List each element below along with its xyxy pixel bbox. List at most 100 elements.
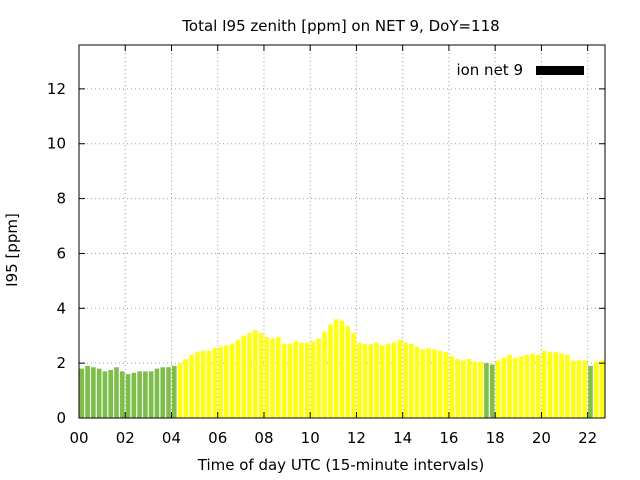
chart-title: Total I95 zenith [ppm] on NET 9, DoY=118 — [182, 17, 500, 35]
bar — [374, 342, 379, 418]
x-tick-label: 04 — [162, 429, 181, 447]
x-tick-label: 14 — [393, 429, 412, 447]
y-tick-label: 0 — [56, 409, 66, 427]
bar — [576, 360, 582, 418]
bar — [293, 341, 298, 418]
bar — [426, 348, 431, 418]
bar — [501, 357, 507, 418]
y-tick-label: 8 — [56, 190, 66, 208]
bar — [351, 332, 356, 418]
y-tick-label: 10 — [47, 135, 66, 153]
y-tick-label: 2 — [56, 354, 66, 372]
bar — [466, 359, 472, 418]
y-tick-label: 4 — [56, 299, 66, 317]
bar — [91, 367, 96, 418]
bar — [125, 374, 131, 418]
bar — [322, 331, 327, 418]
x-tick-label: 10 — [301, 429, 320, 447]
bar — [507, 354, 512, 418]
bar — [79, 368, 85, 418]
bar — [443, 352, 449, 418]
bar — [570, 360, 576, 418]
bar — [432, 349, 437, 418]
bar — [547, 352, 553, 418]
bar — [408, 343, 414, 418]
x-tick-label: 12 — [347, 429, 366, 447]
bar — [189, 354, 194, 418]
x-tick-label: 02 — [116, 429, 135, 447]
bar — [287, 343, 293, 418]
bar — [495, 360, 501, 418]
bar — [171, 365, 177, 418]
plot-frame — [78, 44, 606, 419]
bar — [368, 343, 374, 418]
bar — [339, 320, 345, 418]
bar — [131, 372, 137, 418]
bar — [513, 357, 518, 418]
bar — [565, 354, 570, 418]
bar — [85, 365, 90, 418]
bar — [588, 365, 593, 418]
bars — [79, 319, 605, 418]
bar — [518, 356, 524, 418]
bar — [582, 360, 588, 418]
x-tick-label: 22 — [578, 429, 597, 447]
bar — [345, 326, 351, 418]
bar — [472, 361, 478, 418]
bar — [114, 367, 119, 418]
bar — [484, 363, 489, 418]
x-tick-label: 08 — [254, 429, 273, 447]
x-axis-label: Time of day UTC (15-minute intervals) — [197, 456, 485, 474]
bar — [536, 354, 541, 418]
y-tick-label: 6 — [56, 244, 66, 262]
x-tick-label: 20 — [532, 429, 551, 447]
bar — [200, 350, 206, 418]
bar — [593, 361, 599, 418]
bar — [489, 364, 495, 418]
bar — [449, 356, 455, 418]
bar — [195, 352, 200, 418]
bar — [154, 368, 160, 418]
bar — [119, 371, 125, 418]
bar — [96, 368, 102, 418]
bar — [478, 361, 483, 418]
bar — [559, 353, 564, 418]
legend-label: ion net 9 — [456, 61, 523, 79]
axis-ticks — [78, 45, 605, 419]
bar — [524, 354, 530, 418]
bar — [148, 371, 154, 418]
bar — [235, 339, 241, 418]
bar — [241, 335, 246, 418]
bar — [391, 342, 397, 418]
bar — [206, 350, 212, 418]
bar — [328, 324, 333, 418]
bar — [281, 343, 287, 418]
bar — [541, 350, 547, 418]
bar — [224, 345, 229, 418]
x-tick-label: 06 — [208, 429, 227, 447]
bar — [397, 339, 403, 418]
bar — [420, 349, 426, 418]
bar — [460, 360, 466, 418]
bar — [333, 319, 339, 418]
bar — [385, 343, 391, 418]
x-tick-label: 18 — [486, 429, 505, 447]
bar — [553, 352, 559, 418]
bar — [299, 342, 304, 418]
legend-swatch — [536, 66, 584, 75]
bar — [177, 363, 183, 418]
bar — [316, 338, 322, 418]
x-tick-label: 00 — [69, 429, 88, 447]
bar — [102, 371, 108, 418]
bar — [414, 346, 420, 418]
bar — [212, 348, 218, 418]
bar — [530, 353, 535, 418]
bar — [310, 341, 316, 418]
bar — [356, 342, 362, 418]
x-tick-label: 16 — [439, 429, 458, 447]
bar — [143, 371, 148, 418]
bar — [599, 360, 605, 418]
bar — [108, 370, 114, 418]
